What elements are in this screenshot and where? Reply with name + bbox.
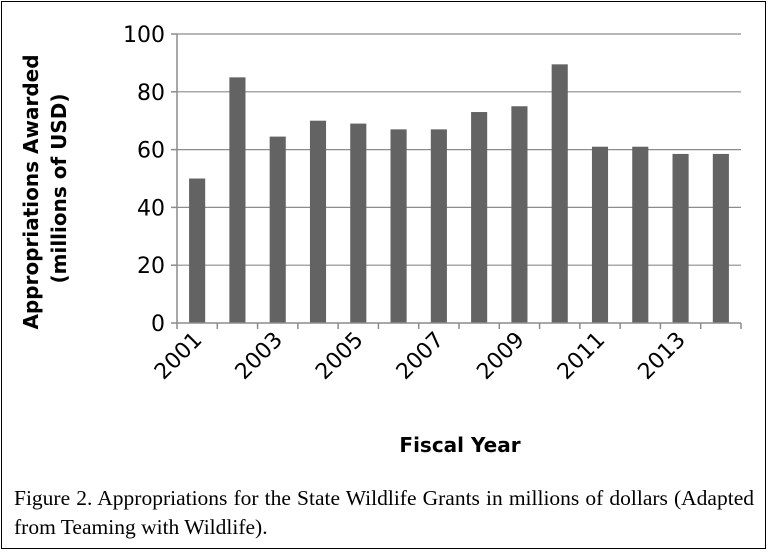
bar-2006 xyxy=(390,129,407,323)
bars xyxy=(189,64,729,323)
y-tick-label-80: 80 xyxy=(137,81,165,106)
x-axis-title: Fiscal Year xyxy=(399,433,520,457)
bar-2003 xyxy=(269,136,286,323)
bar-2009 xyxy=(511,106,528,323)
bar-2010 xyxy=(551,64,568,323)
y-tick-label-20: 20 xyxy=(137,254,165,279)
x-tick-label-2003: 2003 xyxy=(231,328,288,385)
x-tick-label-2007: 2007 xyxy=(392,328,449,385)
x-tick-label-2011: 2011 xyxy=(553,328,610,385)
y-axis-title: Appropriations Awarded (millions of USD) xyxy=(19,48,71,330)
bar-2001 xyxy=(189,178,206,323)
bar-2002 xyxy=(229,77,246,323)
y-axis-title-line-1: Appropriations Awarded xyxy=(19,54,43,329)
bar-2008 xyxy=(471,112,488,323)
y-tick-label-100: 100 xyxy=(123,23,165,48)
bar-2014 xyxy=(712,153,729,323)
x-tick-label-2005: 2005 xyxy=(311,328,368,385)
y-tick-label-0: 0 xyxy=(151,312,165,337)
y-tick-labels: 0 20 40 60 80 100 xyxy=(123,23,165,337)
y-tick-label-40: 40 xyxy=(137,196,165,221)
bar-2007 xyxy=(430,129,447,323)
figure-caption: Figure 2. Appropriations for the State W… xyxy=(14,486,754,539)
x-tick-label-2013: 2013 xyxy=(634,328,691,385)
bar-2011 xyxy=(591,146,609,323)
bar-2004 xyxy=(309,120,327,323)
axes xyxy=(171,33,742,329)
bar-2005 xyxy=(350,123,367,323)
y-axis-title-line-2: (millions of USD) xyxy=(47,93,71,283)
bar-2012 xyxy=(632,146,649,323)
x-tick-label-2009: 2009 xyxy=(472,328,529,385)
y-tick-label-60: 60 xyxy=(137,139,165,164)
bar-2013 xyxy=(672,153,689,323)
gridlines xyxy=(177,33,741,266)
x-tick-labels: 2001 2003 2005 2007 2009 2011 2013 xyxy=(150,328,691,385)
